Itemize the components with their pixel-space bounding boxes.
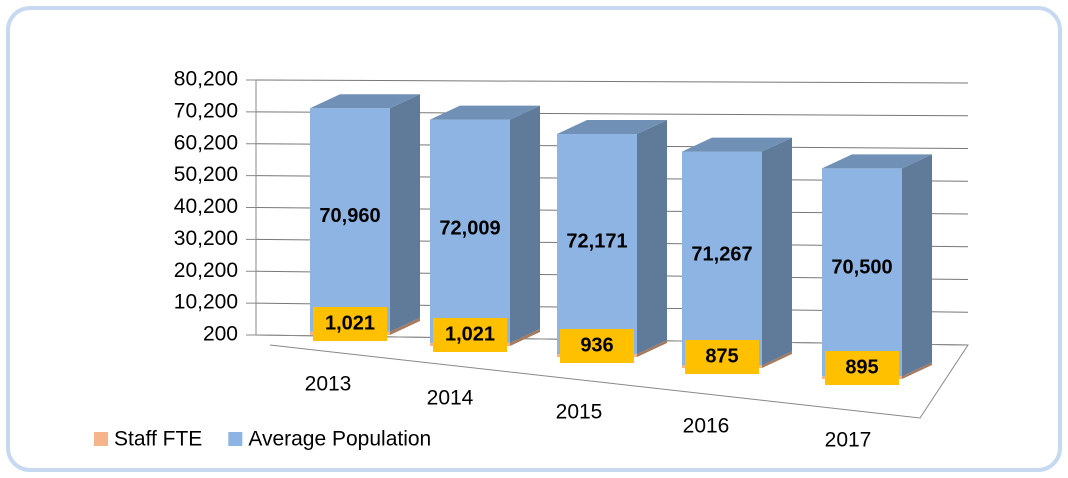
- x-tick-label: 2016: [683, 415, 730, 438]
- bar: [682, 151, 762, 366]
- bar-side: [390, 317, 420, 335]
- y-tick-label: 10,200: [174, 291, 238, 314]
- data-label: 70,960: [319, 205, 380, 227]
- bar: [822, 168, 902, 377]
- x-tick-label: 2013: [305, 373, 352, 396]
- bar-side: [902, 362, 932, 379]
- bar-side: [762, 351, 792, 368]
- label-box: [313, 307, 387, 341]
- y-tick-label: 70,200: [174, 99, 238, 122]
- label-box: [825, 351, 899, 385]
- legend-swatch: [228, 432, 243, 446]
- bar-top: [822, 154, 932, 169]
- bar-top: [310, 94, 420, 109]
- bar-side: [902, 154, 932, 377]
- label-box: [685, 340, 759, 374]
- x-tick-label: 2014: [427, 387, 474, 410]
- bar: [430, 119, 510, 343]
- y-tick-label: 50,200: [174, 163, 238, 186]
- bar-side: [762, 137, 792, 366]
- data-label: 895: [845, 356, 878, 378]
- legend-label: Average Population: [248, 428, 431, 451]
- x-tick-label: 2017: [825, 429, 872, 452]
- bar-top: [682, 137, 792, 152]
- grid-line: [255, 79, 969, 84]
- y-tick-label: 60,200: [174, 131, 238, 154]
- bar: [310, 108, 390, 332]
- data-label: 70,500: [831, 256, 892, 278]
- bar-side: [637, 340, 667, 357]
- y-tick-label: 80,200: [174, 68, 238, 91]
- bar-top: [557, 120, 667, 135]
- legend-label: Staff FTE: [114, 428, 202, 451]
- y-tick-label: 30,200: [174, 227, 238, 250]
- label-box: [560, 329, 634, 363]
- y-tick-label: 40,200: [174, 195, 238, 218]
- bar-side: [510, 105, 540, 343]
- data-label: 1,021: [445, 323, 495, 345]
- y-tick-label: 200: [203, 323, 238, 346]
- x-tick-label: 2015: [556, 401, 603, 424]
- data-label: 936: [580, 334, 613, 356]
- bar-side: [510, 328, 540, 346]
- bar-side: [637, 120, 667, 355]
- label-box: [433, 318, 507, 352]
- data-label: 1,021: [325, 312, 375, 334]
- data-label: 875: [705, 345, 738, 367]
- bar: [557, 134, 637, 355]
- bar-top: [430, 105, 540, 120]
- data-label: 71,267: [691, 243, 752, 265]
- data-label: 72,171: [566, 231, 627, 253]
- data-label: 72,009: [439, 218, 500, 240]
- legend-swatch: [94, 432, 108, 446]
- bar-side: [390, 94, 420, 332]
- y-tick-label: 20,200: [174, 259, 238, 282]
